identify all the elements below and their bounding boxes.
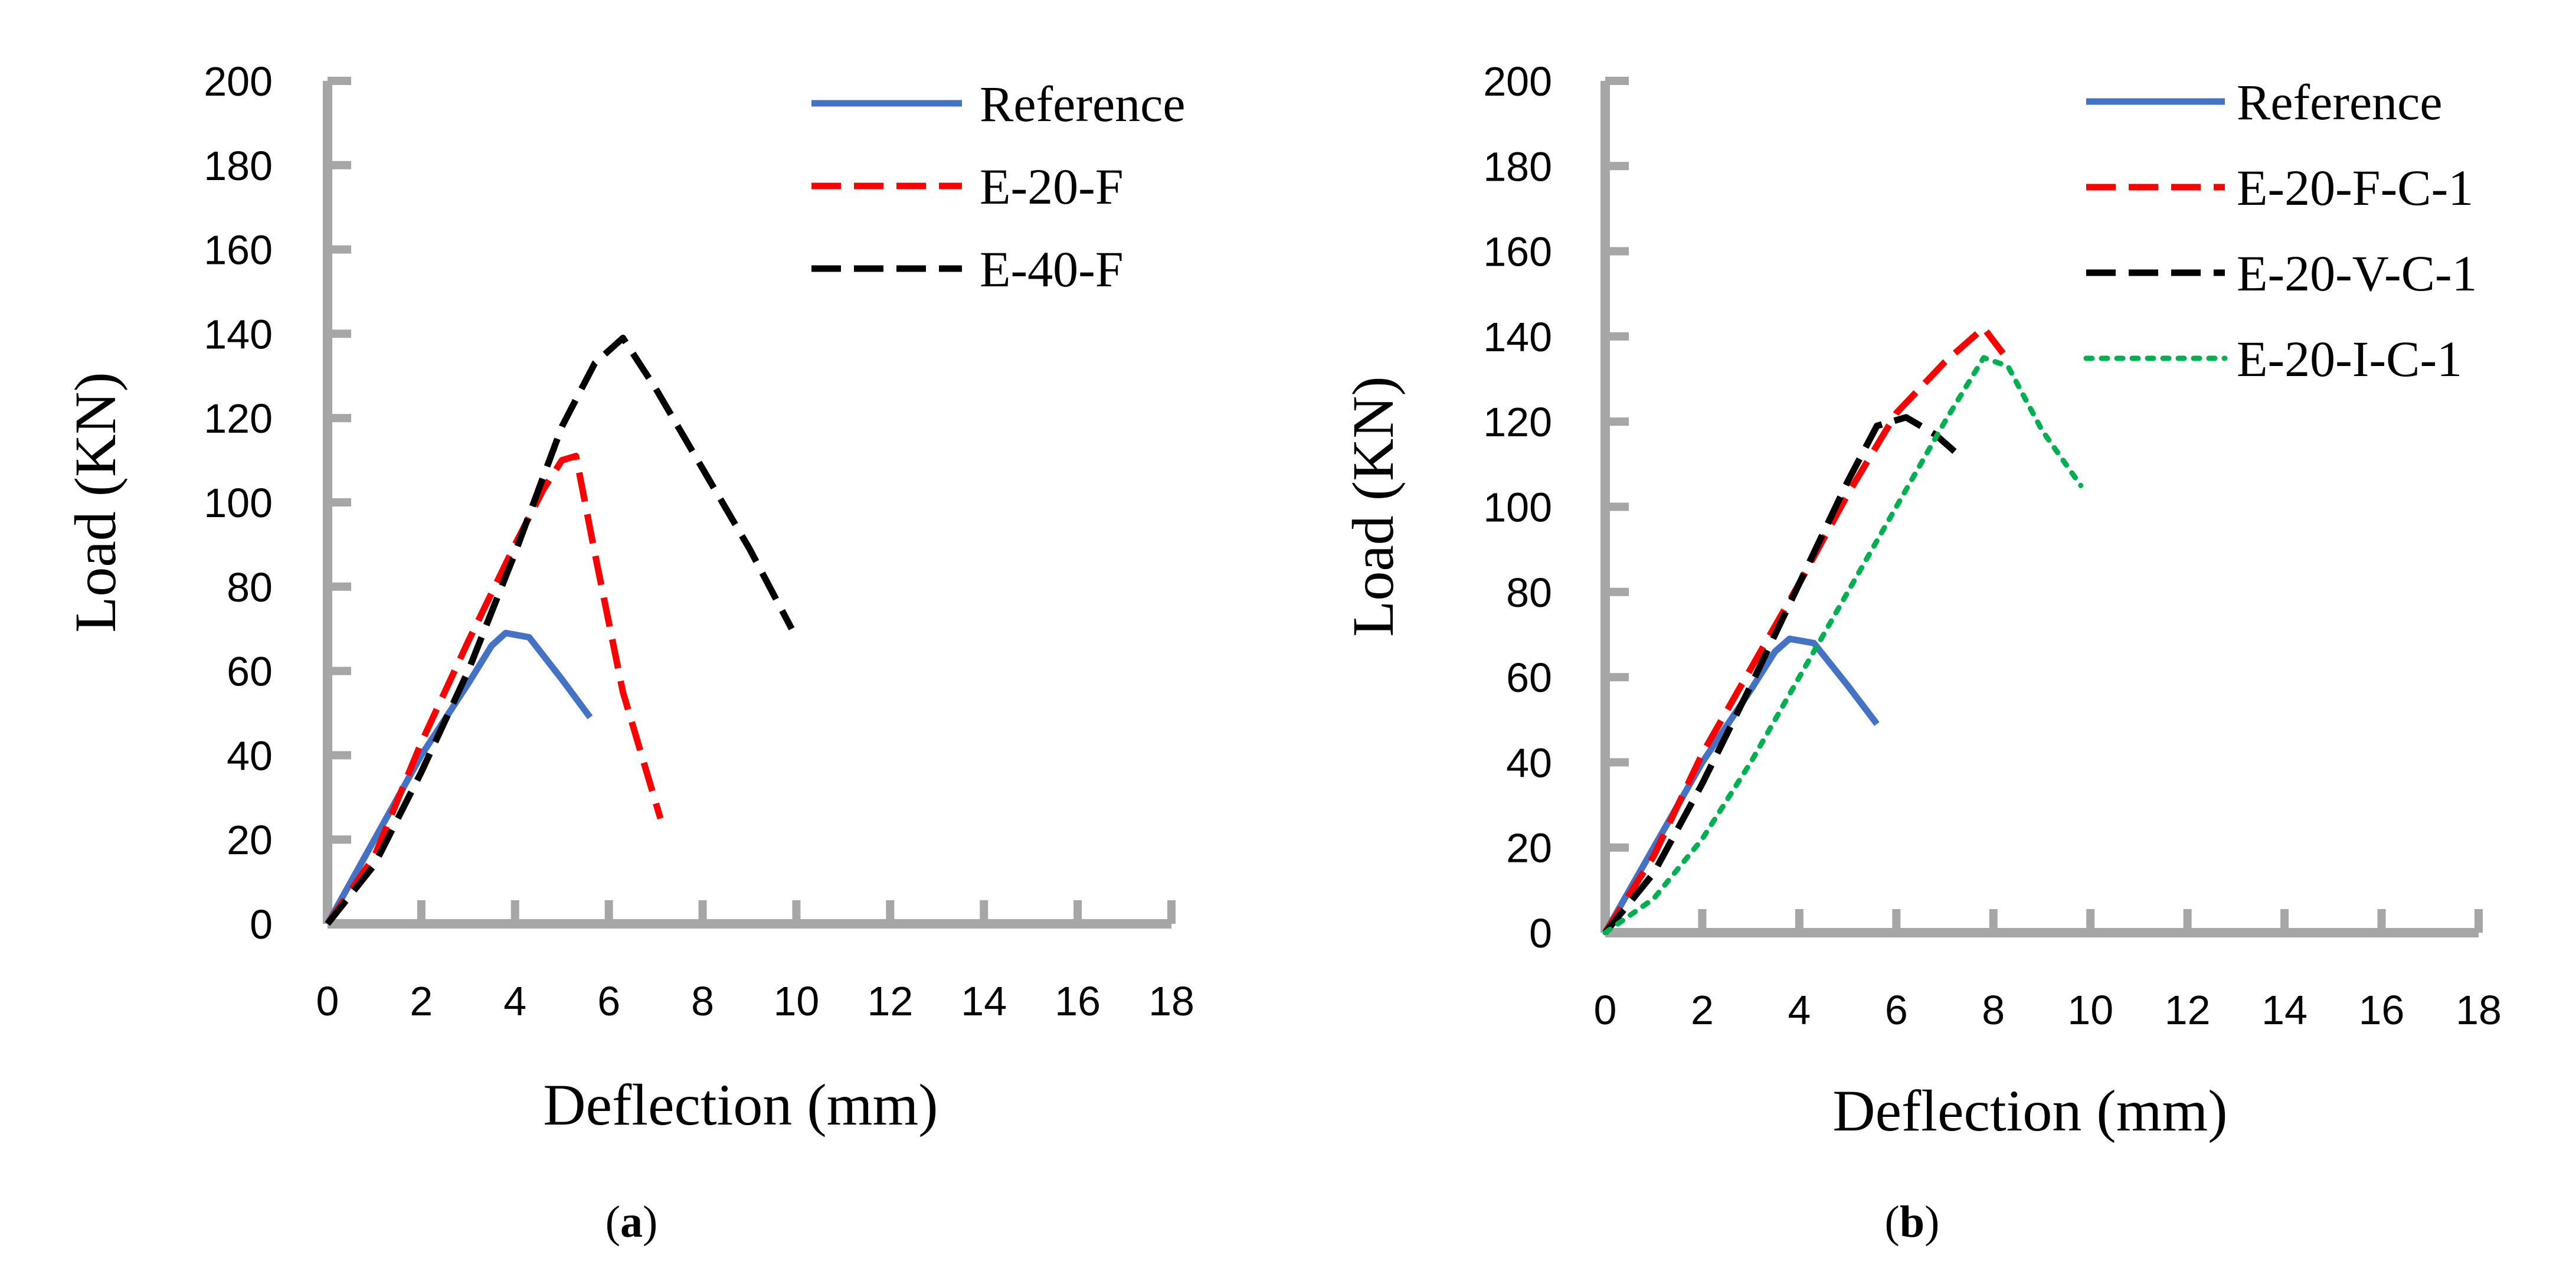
caption-close-paren: ): [643, 1197, 657, 1247]
caption-close-paren: ): [1924, 1197, 1939, 1247]
y-tick-label: 160: [204, 227, 273, 273]
legend-label: Reference: [2237, 74, 2443, 130]
series-line-e-20-v-c-1: [1602, 414, 1957, 935]
caption-letter: a: [620, 1197, 643, 1247]
series-line-e-20-f: [325, 452, 664, 926]
series-line-e-20-i-c-1: [1602, 355, 2084, 936]
y-tick-label: 40: [227, 733, 273, 779]
y-tick-label: 140: [204, 311, 273, 357]
x-axis-title: Deflection (mm): [1832, 1078, 2227, 1143]
legend-label: E-20-V-C-1: [2237, 245, 2477, 302]
x-tick-label: 0: [316, 978, 339, 1024]
y-tick-label: 140: [1483, 314, 1552, 360]
y-tick-label: 20: [1506, 825, 1552, 871]
y-tick-label: 0: [250, 901, 273, 947]
y-tick-label: 60: [1506, 655, 1552, 701]
y-tick-label: 60: [227, 649, 273, 695]
x-tick-label: 6: [597, 978, 620, 1024]
caption-letter: b: [1900, 1197, 1924, 1247]
series-line-e-20-f-c-1: [1602, 324, 2006, 934]
y-tick-label: 40: [1506, 740, 1552, 786]
legend-label: E-20-I-C-1: [2237, 331, 2462, 387]
legend-label: E-20-F: [980, 158, 1124, 215]
x-tick-label: 16: [2359, 987, 2405, 1033]
x-tick-label: 18: [1148, 978, 1194, 1024]
x-tick-label: 8: [1982, 987, 2005, 1033]
legend-label: E-20-F-C-1: [2237, 159, 2473, 216]
y-tick-label: 80: [227, 564, 273, 610]
y-tick-label: 100: [204, 480, 273, 526]
y-tick-label: 100: [1483, 485, 1552, 531]
x-tick-label: 18: [2456, 987, 2502, 1033]
series-line-e-40-f: [325, 335, 795, 926]
x-tick-label: 6: [1885, 987, 1908, 1033]
y-tick-label: 180: [204, 143, 273, 189]
y-tick-label: 180: [1483, 143, 1552, 189]
x-tick-label: 2: [1691, 987, 1714, 1033]
x-tick-label: 14: [961, 978, 1007, 1024]
y-tick-label: 20: [227, 817, 273, 863]
y-axis-title: Load (KN): [63, 372, 128, 633]
x-tick-label: 16: [1055, 978, 1101, 1024]
caption-open-paren: (: [605, 1197, 620, 1247]
chart-panel-b: 0 20 40 60 80 100 120 140 160 180 200 0 2 4 6 8 10 12 14 16…: [1340, 58, 2502, 1247]
y-axis-title: Load (KN): [1340, 376, 1406, 637]
y-tick-label: 200: [204, 58, 273, 104]
series-line-reference: [325, 629, 593, 926]
x-tick-label: 2: [410, 978, 433, 1024]
legend-label: E-40-F: [980, 241, 1124, 298]
x-tick-label: 10: [774, 978, 820, 1024]
y-tick-label: 120: [1483, 399, 1552, 445]
panel-caption: (b): [1885, 1197, 1940, 1247]
x-tick-label: 4: [503, 978, 526, 1024]
y-tick-label: 0: [1529, 910, 1552, 956]
x-axis-title: Deflection (mm): [543, 1072, 938, 1138]
y-tick-label: 80: [1506, 570, 1552, 616]
x-tick-label: 8: [691, 978, 714, 1024]
series-line-reference: [1602, 635, 1880, 934]
y-tick-label: 120: [204, 396, 273, 442]
caption-open-paren: (: [1885, 1197, 1900, 1247]
x-tick-label: 10: [2067, 987, 2113, 1033]
x-tick-label: 4: [1788, 987, 1811, 1033]
x-tick-label: 14: [2261, 987, 2307, 1033]
chart-panel-a: 0 20 40 60 80 100 120 140 160 180 200 0 2 4 6 8 10 12 14 16…: [63, 58, 1194, 1247]
x-tick-label: 12: [867, 978, 913, 1024]
x-tick-label: 12: [2165, 987, 2211, 1033]
legend-label: Reference: [980, 76, 1186, 132]
y-tick-label: 160: [1483, 229, 1552, 275]
x-tick-label: 0: [1594, 987, 1617, 1033]
panel-caption: (a): [605, 1197, 658, 1247]
y-tick-label: 200: [1483, 58, 1552, 104]
